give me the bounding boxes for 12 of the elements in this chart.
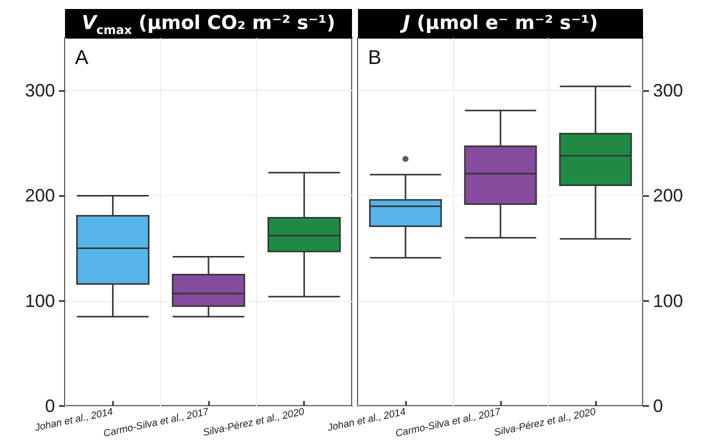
y-tick-label: 100 xyxy=(653,290,684,311)
chart-title: V$_{cmax}$ (µmol CO₂ m⁻² s⁻¹) xyxy=(65,9,352,38)
y-tick-label: 200 xyxy=(24,186,55,206)
annotation: B xyxy=(368,47,382,69)
y-tick-label: 0 xyxy=(653,396,664,416)
y-tick-label: 300 xyxy=(653,80,684,101)
chart-title: J (µmol e⁻ m⁻² s⁻¹) xyxy=(358,9,643,38)
y-tick-label: 100 xyxy=(24,290,55,311)
y-tick-label: 200 xyxy=(653,186,684,206)
y-tick-label: 300 xyxy=(24,80,55,101)
y-tick-label: 0 xyxy=(44,396,55,416)
annotation: A xyxy=(75,47,89,69)
